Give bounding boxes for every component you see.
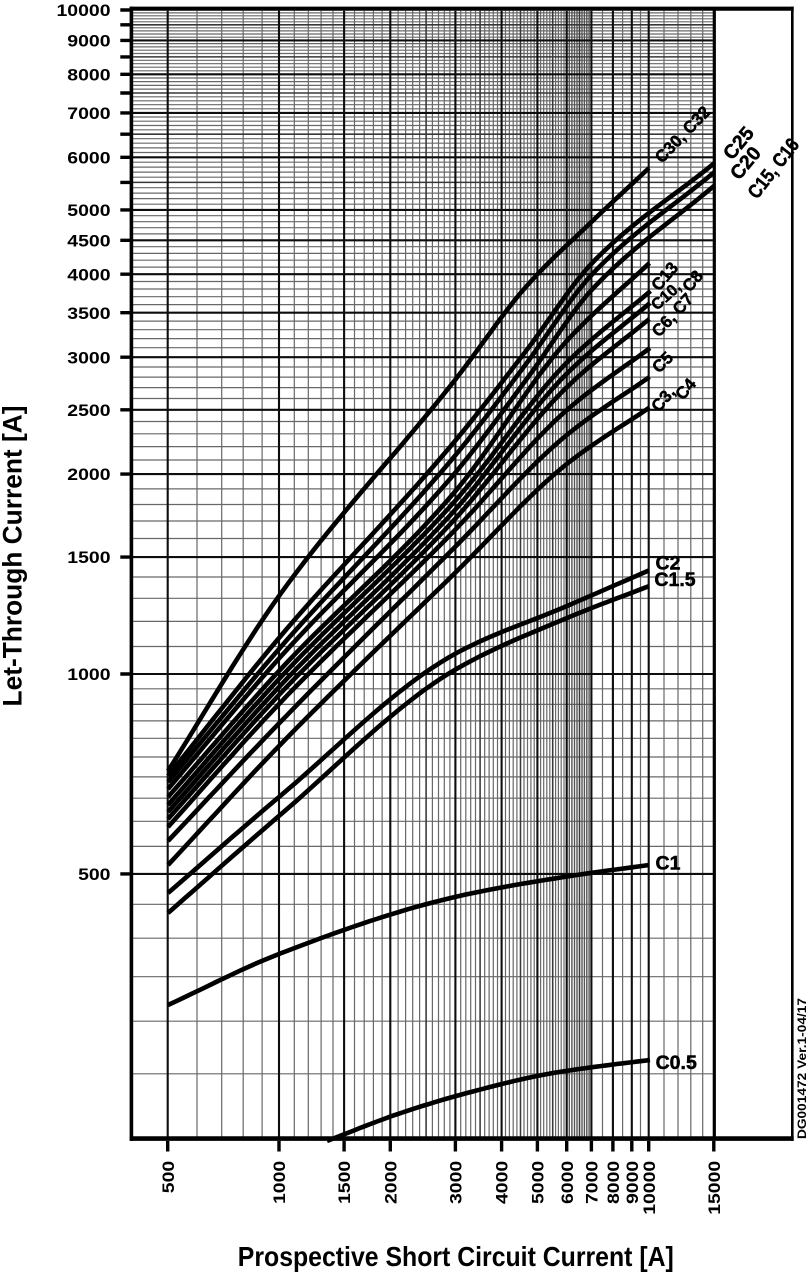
svg-text:3000: 3000 xyxy=(447,1161,466,1204)
svg-text:4000: 4000 xyxy=(67,265,110,284)
svg-text:4500: 4500 xyxy=(67,231,110,250)
svg-text:C0.5: C0.5 xyxy=(656,1052,697,1074)
svg-text:7000: 7000 xyxy=(67,104,110,123)
svg-text:9000: 9000 xyxy=(67,32,110,51)
svg-text:C2: C2 xyxy=(656,552,681,574)
svg-text:4000: 4000 xyxy=(493,1161,512,1204)
svg-text:1500: 1500 xyxy=(335,1161,354,1204)
svg-text:8000: 8000 xyxy=(67,65,110,84)
svg-text:2000: 2000 xyxy=(381,1161,400,1204)
svg-text:15000: 15000 xyxy=(705,1161,724,1215)
svg-text:Let-Through Current [A]: Let-Through Current [A] xyxy=(0,406,28,707)
svg-text:7000: 7000 xyxy=(583,1161,602,1204)
svg-text:C1: C1 xyxy=(656,852,681,874)
svg-text:2000: 2000 xyxy=(67,465,110,484)
svg-text:DG001472 Ver.1-04/17: DG001472 Ver.1-04/17 xyxy=(795,998,809,1139)
svg-text:10000: 10000 xyxy=(57,1,111,20)
svg-text:1000: 1000 xyxy=(270,1161,289,1204)
svg-text:1000: 1000 xyxy=(67,665,110,684)
svg-text:1500: 1500 xyxy=(67,548,110,567)
svg-text:6000: 6000 xyxy=(67,148,110,167)
svg-text:9000: 9000 xyxy=(623,1161,642,1204)
svg-text:3000: 3000 xyxy=(67,348,110,367)
svg-text:Prospective Short Circuit Curr: Prospective Short Circuit Current [A] xyxy=(238,1241,674,1272)
svg-text:8000: 8000 xyxy=(604,1161,623,1204)
svg-text:5000: 5000 xyxy=(67,201,110,220)
svg-text:5000: 5000 xyxy=(529,1161,548,1204)
svg-text:10000: 10000 xyxy=(640,1161,659,1215)
svg-text:3500: 3500 xyxy=(67,304,110,323)
svg-text:500: 500 xyxy=(78,865,110,884)
svg-text:500: 500 xyxy=(159,1161,178,1193)
svg-text:2500: 2500 xyxy=(67,401,110,420)
svg-text:C1.5: C1.5 xyxy=(654,569,695,591)
svg-text:6000: 6000 xyxy=(558,1161,577,1204)
